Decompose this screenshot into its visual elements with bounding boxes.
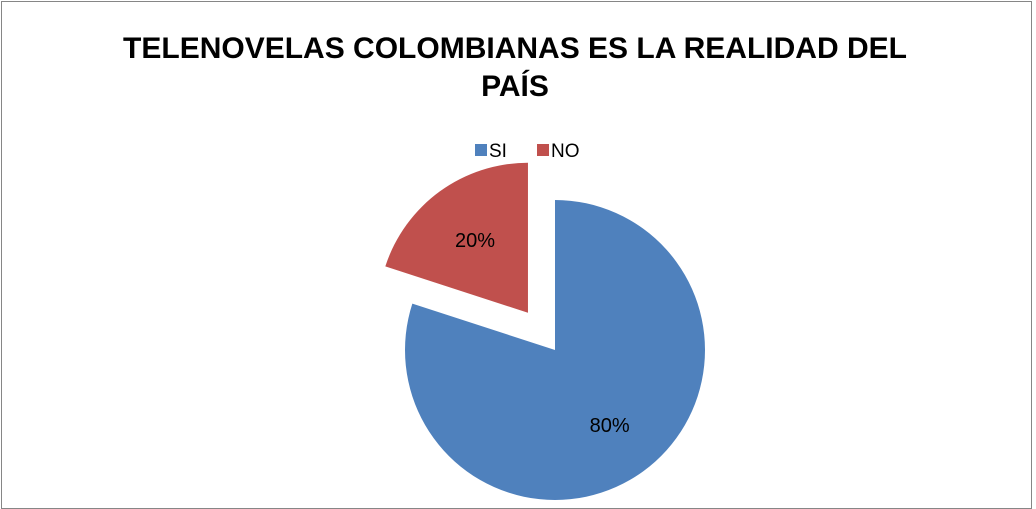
legend-label-no: NO (551, 141, 580, 162)
legend-swatch-no (537, 144, 549, 156)
pie-slice-si (405, 200, 706, 500)
legend-label-si: SI (489, 141, 507, 162)
pie-slices (385, 162, 706, 500)
data-labels: 80% 20% (455, 230, 630, 437)
pie-slice-no (385, 162, 528, 313)
chart-legend: SI NO (475, 141, 580, 162)
data-label-si: 80% (590, 415, 630, 437)
data-label-no: 20% (455, 230, 495, 252)
legend-swatch-si (475, 144, 487, 156)
chart-title: TELENOVELAS COLOMBIANAS ES LA REALIDAD D… (123, 32, 907, 103)
